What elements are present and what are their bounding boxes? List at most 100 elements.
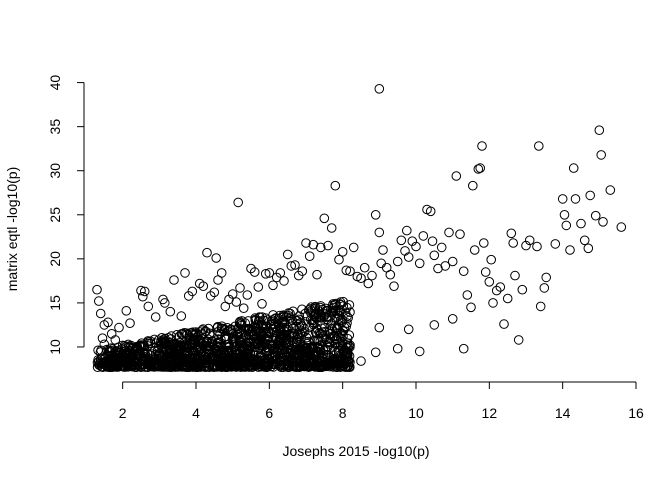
data-point — [363, 278, 374, 289]
data-point — [559, 210, 570, 220]
data-point — [211, 253, 221, 263]
data-point — [232, 352, 242, 363]
data-point — [411, 241, 421, 252]
data-point — [334, 357, 344, 367]
data-point — [477, 141, 487, 151]
data-point — [210, 352, 220, 362]
data-point — [187, 353, 198, 363]
x-tick-label: 6 — [265, 405, 273, 421]
data-point — [392, 256, 403, 267]
data-point — [396, 235, 407, 246]
data-point — [557, 194, 568, 204]
data-point — [341, 265, 352, 276]
data-point — [280, 332, 290, 342]
data-point — [495, 282, 506, 292]
data-point — [258, 323, 268, 334]
data-point — [148, 355, 159, 365]
data-point — [330, 339, 341, 349]
y-tick-label: 20 — [47, 251, 63, 267]
data-point — [248, 330, 259, 340]
data-point — [99, 357, 110, 368]
data-point — [284, 353, 295, 363]
data-point — [342, 318, 352, 328]
data-point — [205, 330, 215, 340]
data-point — [270, 352, 280, 362]
data-point — [469, 245, 480, 255]
data-point — [136, 285, 146, 296]
data-point — [521, 240, 531, 251]
data-point — [114, 322, 124, 333]
data-point — [325, 329, 335, 339]
points-layer — [92, 84, 627, 373]
data-point — [223, 345, 233, 356]
data-point — [447, 314, 458, 324]
data-point — [517, 284, 528, 295]
data-point — [121, 306, 132, 316]
data-point — [246, 326, 256, 337]
data-point — [120, 342, 131, 352]
data-point — [247, 357, 257, 368]
data-point — [273, 342, 283, 353]
data-point — [278, 310, 289, 321]
data-point — [233, 323, 243, 333]
data-point — [385, 269, 396, 280]
y-tick-label: 15 — [47, 295, 63, 311]
data-point — [444, 227, 454, 238]
data-point — [486, 254, 497, 265]
data-point — [237, 361, 248, 372]
data-point — [224, 294, 234, 305]
data-point — [176, 311, 187, 321]
data-point — [304, 251, 315, 262]
data-point — [164, 358, 175, 368]
data-point — [374, 84, 385, 94]
data-point — [97, 333, 108, 344]
data-point — [345, 340, 355, 351]
data-point — [274, 335, 284, 346]
y-axis: 10 15 20 25 30 35 40 — [47, 75, 85, 355]
data-point — [276, 312, 287, 323]
data-point — [590, 210, 601, 221]
data-point — [186, 353, 197, 364]
data-point — [279, 322, 289, 333]
data-point — [282, 249, 293, 260]
data-point — [203, 323, 214, 334]
data-point — [329, 354, 340, 365]
data-point — [146, 338, 156, 349]
data-point — [278, 362, 289, 373]
data-point — [179, 349, 190, 360]
data-point — [257, 299, 267, 309]
data-point — [205, 340, 215, 351]
data-point — [484, 277, 495, 287]
data-point — [313, 336, 324, 346]
data-point — [238, 303, 249, 314]
data-point — [605, 185, 616, 195]
data-point — [418, 231, 429, 241]
data-point — [242, 290, 253, 300]
x-axis: 2 4 6 8 10 12 14 16 — [119, 381, 644, 421]
data-point — [286, 359, 297, 369]
data-point — [243, 316, 254, 326]
data-point — [392, 343, 403, 354]
data-point — [305, 361, 316, 372]
data-point — [279, 276, 289, 286]
data-point — [297, 304, 307, 315]
data-point — [205, 291, 216, 301]
data-point — [561, 220, 572, 231]
data-point — [97, 362, 108, 372]
data-point — [165, 306, 176, 317]
data-point — [303, 305, 314, 315]
data-point — [541, 272, 552, 283]
data-point — [326, 223, 337, 233]
data-point — [97, 352, 108, 363]
data-point — [260, 269, 271, 279]
data-point — [129, 360, 140, 371]
data-point — [165, 352, 176, 363]
data-point — [182, 355, 192, 365]
data-point — [342, 338, 353, 348]
data-point — [160, 298, 170, 308]
data-point — [374, 322, 385, 333]
data-point — [278, 333, 289, 344]
data-point — [94, 296, 104, 306]
data-point — [186, 361, 197, 371]
data-point — [188, 327, 198, 338]
